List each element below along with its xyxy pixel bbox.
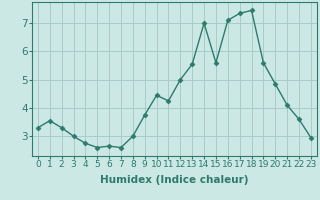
X-axis label: Humidex (Indice chaleur): Humidex (Indice chaleur) — [100, 175, 249, 185]
